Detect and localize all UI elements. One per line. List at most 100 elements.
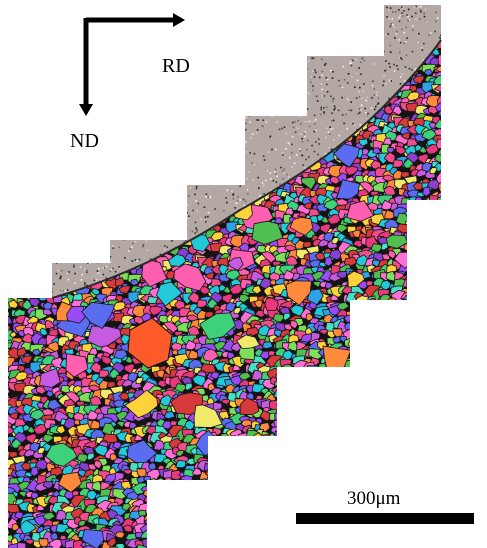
grain [8,265,14,279]
grain [210,174,222,185]
grain [208,51,223,63]
grain [186,114,198,127]
grain [267,51,278,61]
grain [121,196,135,209]
grain [438,475,441,485]
grain [194,82,209,93]
grain [360,320,372,332]
grain [357,40,367,49]
grain [366,329,380,342]
grain [176,45,187,54]
grain [8,250,21,261]
grain [182,480,198,494]
grain [14,125,27,136]
grain [268,499,280,510]
grain [416,268,426,278]
grain [193,40,204,44]
grain [32,69,47,83]
grain [61,189,73,200]
grain [299,332,312,343]
grain [408,544,421,548]
grain [378,385,390,397]
grain [334,528,348,540]
grain [359,360,368,369]
grain [103,217,114,226]
grain [247,475,259,482]
grain [136,76,150,89]
grain [316,444,328,453]
grain [115,114,127,123]
grain [103,40,118,43]
grain [218,159,228,171]
grain [112,74,126,87]
grain [335,29,341,35]
grain [430,482,441,495]
grain [284,96,294,106]
grain [43,201,55,211]
grain [405,542,415,548]
grain [357,467,371,479]
grain [283,452,292,461]
grain [8,99,14,113]
grain [81,153,94,163]
grain [385,307,399,317]
grain [129,198,138,205]
grain [403,359,415,374]
grain [207,383,216,392]
grain [394,331,408,344]
grain [227,128,236,135]
grain [418,222,430,233]
grain [82,172,95,183]
grain [50,215,66,227]
grain [394,449,404,459]
grain [430,265,440,274]
grain [328,249,344,261]
grain [233,525,246,537]
grain [231,90,248,104]
grain [169,137,181,149]
grain [75,159,87,170]
grain [379,533,392,546]
grain [247,481,259,492]
grain [185,132,195,141]
grain [365,466,380,479]
grain [143,194,154,203]
grain [379,324,394,335]
grain [412,75,426,84]
grain [60,193,68,203]
grain [24,190,36,201]
grain [341,457,355,468]
grain [211,114,222,123]
grain [158,42,173,54]
grain [290,81,304,93]
grain [148,499,163,514]
grain [191,146,204,156]
grain [158,123,166,133]
grain [156,78,166,85]
grain [95,240,108,251]
grain [206,45,217,56]
grain [397,435,412,449]
grain [420,288,435,302]
grain [326,426,339,438]
grain [295,86,310,101]
grain [127,48,146,60]
grain [8,99,20,113]
grain [305,313,314,322]
grain [41,67,55,79]
grain [292,421,308,433]
grain [245,518,256,529]
grain [8,236,20,248]
grain [116,230,126,239]
grain [60,112,75,124]
grain [63,61,77,73]
grain [196,154,207,164]
grain [422,448,437,460]
grain [172,168,185,179]
grain [55,211,71,223]
grain [275,454,287,465]
grain [180,534,192,544]
grain [241,86,251,96]
grain [351,475,362,483]
grain [159,525,172,538]
